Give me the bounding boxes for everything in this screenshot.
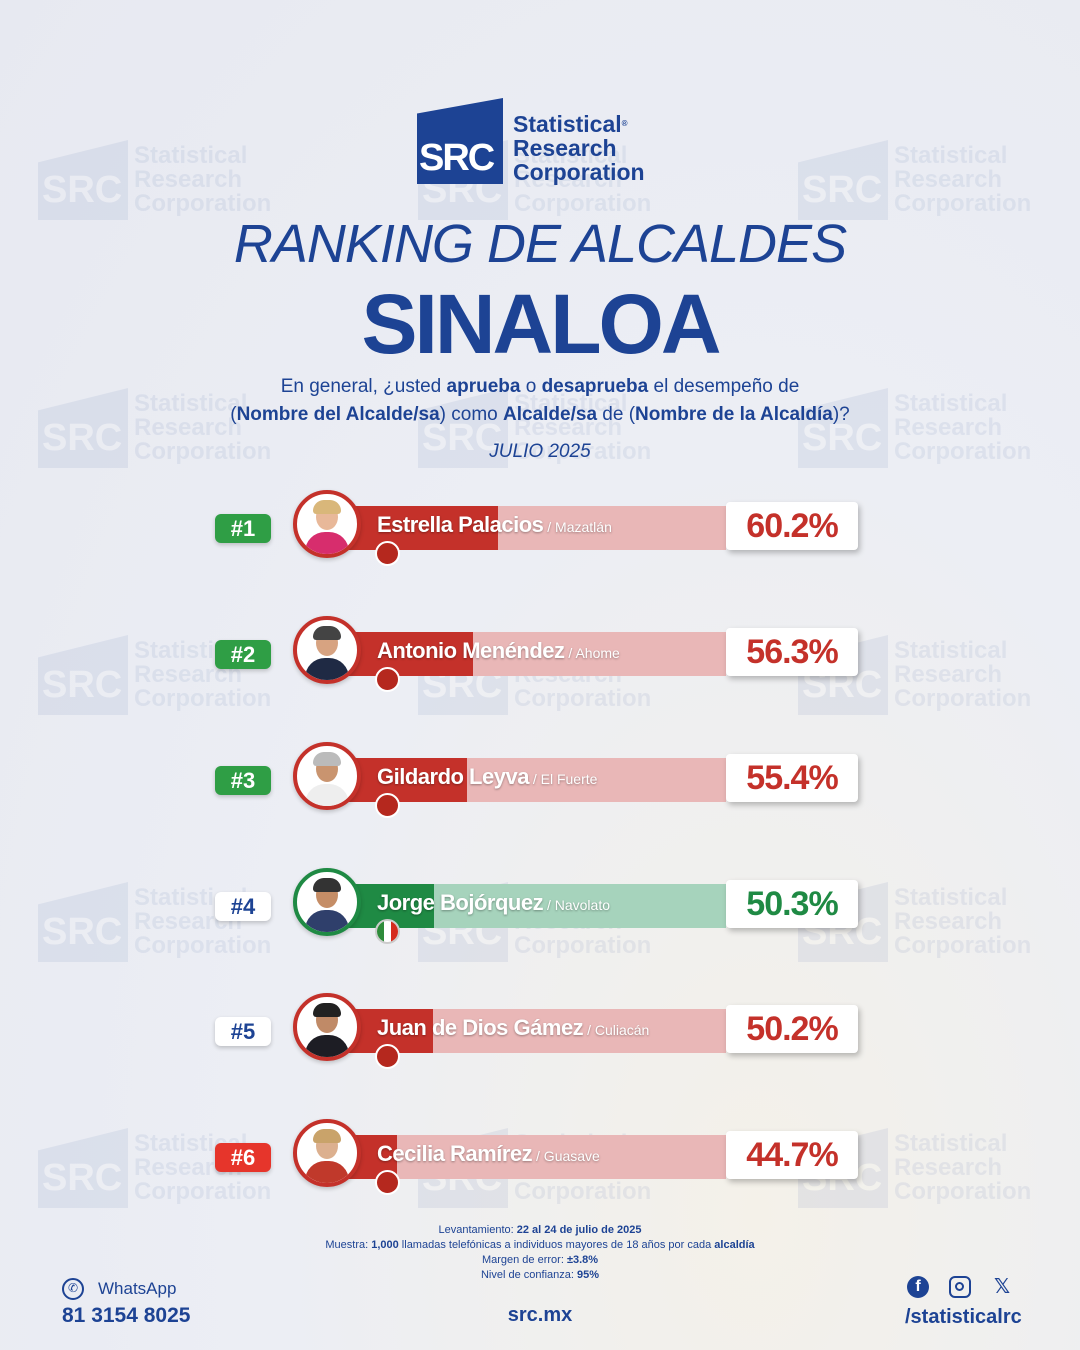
mayor-photo	[293, 868, 361, 936]
mayor-city: / Ahome	[564, 645, 620, 661]
rank-badge: #2	[215, 640, 271, 669]
mayor-city: / Mazatlán	[543, 519, 612, 535]
ranking-row: #6 Cecilia Ramírez / Guasave 44.7%	[0, 1119, 1080, 1209]
morena-logo-icon	[375, 1044, 400, 1069]
rank-badge: #4	[215, 892, 271, 921]
whatsapp-contact[interactable]: ✆ WhatsApp 81 3154 8025	[62, 1278, 190, 1328]
morena-logo-icon	[375, 667, 400, 692]
morena-logo-icon	[375, 1170, 400, 1195]
mayor-label: Estrella Palacios / Mazatlán	[377, 512, 612, 538]
methodology-note: Levantamiento: 22 al 24 de julio de 2025…	[325, 1224, 755, 1281]
mayor-label: Cecilia Ramírez / Guasave	[377, 1141, 600, 1167]
mayor-photo	[293, 993, 361, 1061]
mayor-photo	[293, 742, 361, 810]
mayor-label: Jorge Bojórquez / Navolato	[377, 890, 610, 916]
mayor-name: Jorge Bojórquez	[377, 890, 544, 915]
page-subtitle: SINALOA	[361, 277, 722, 371]
approval-value: 44.7%	[726, 1131, 858, 1179]
mayor-name: Antonio Menéndez	[377, 638, 565, 663]
instagram-icon[interactable]	[949, 1276, 971, 1298]
rank-badge: #6	[215, 1143, 271, 1172]
approval-value: 56.3%	[726, 628, 858, 676]
social-handle[interactable]: /statisticalrc	[905, 1306, 1022, 1328]
ranking-row: #3 Gildardo Leyva / El Fuerte 55.4%	[0, 742, 1080, 832]
whatsapp-number[interactable]: 81 3154 8025	[62, 1304, 191, 1327]
rank-badge: #3	[215, 766, 271, 795]
mayor-name: Juan de Dios Gámez	[377, 1015, 584, 1040]
mayor-label: Juan de Dios Gámez / Culiacán	[377, 1015, 649, 1041]
page-title: RANKING DE ALCALDES	[233, 214, 847, 274]
approval-value: 55.4%	[726, 754, 858, 802]
mayor-photo	[293, 1119, 361, 1187]
whatsapp-label: WhatsApp	[98, 1279, 177, 1298]
mayor-city: / Navolato	[543, 897, 611, 913]
mayor-name: Cecilia Ramírez	[377, 1141, 533, 1166]
mayor-city: / Culiacán	[583, 1022, 650, 1038]
approval-value: 60.2%	[726, 502, 858, 550]
morena-logo-icon	[375, 793, 400, 818]
survey-month: JULIO 2025	[489, 441, 591, 462]
morena-logo-icon	[375, 541, 400, 566]
logo-wordmark: Statistical® Research Corporation	[513, 111, 645, 185]
survey-question: En general, ¿usted aprueba o desaprueba …	[230, 376, 850, 425]
facebook-icon[interactable]: f	[907, 1276, 929, 1298]
ranking-row: #2 Antonio Menéndez / Ahome 56.3%	[0, 616, 1080, 706]
ranking-row: #1 Estrella Palacios / Mazatlán 60.2%	[0, 490, 1080, 580]
src-logo-mark: SRC	[417, 98, 503, 184]
pri-logo-icon	[375, 919, 400, 944]
website-link[interactable]: src.mx	[507, 1304, 573, 1326]
rank-badge: #1	[215, 514, 271, 543]
x-icon[interactable]: 𝕏	[993, 1276, 1011, 1298]
ranking-row: #5 Juan de Dios Gámez / Culiacán 50.2%	[0, 993, 1080, 1083]
whatsapp-icon: ✆	[62, 1278, 84, 1300]
mayor-label: Antonio Menéndez / Ahome	[377, 638, 620, 664]
mayor-city: / El Fuerte	[528, 771, 598, 787]
ranking-row: #4 Jorge Bojórquez / Navolato 50.3%	[0, 868, 1080, 958]
social-links: f 𝕏 /statisticalrc	[905, 1276, 1022, 1329]
mayor-photo	[293, 490, 361, 558]
mayor-name: Gildardo Leyva	[377, 764, 529, 789]
mayor-name: Estrella Palacios	[377, 512, 544, 537]
mayor-label: Gildardo Leyva / El Fuerte	[377, 764, 597, 790]
approval-value: 50.3%	[726, 880, 858, 928]
rank-badge: #5	[215, 1017, 271, 1046]
approval-value: 50.2%	[726, 1005, 858, 1053]
src-logo: SRC Statistical® Research Corporation	[417, 98, 645, 184]
mayor-photo	[293, 616, 361, 684]
mayor-city: / Guasave	[532, 1148, 600, 1164]
